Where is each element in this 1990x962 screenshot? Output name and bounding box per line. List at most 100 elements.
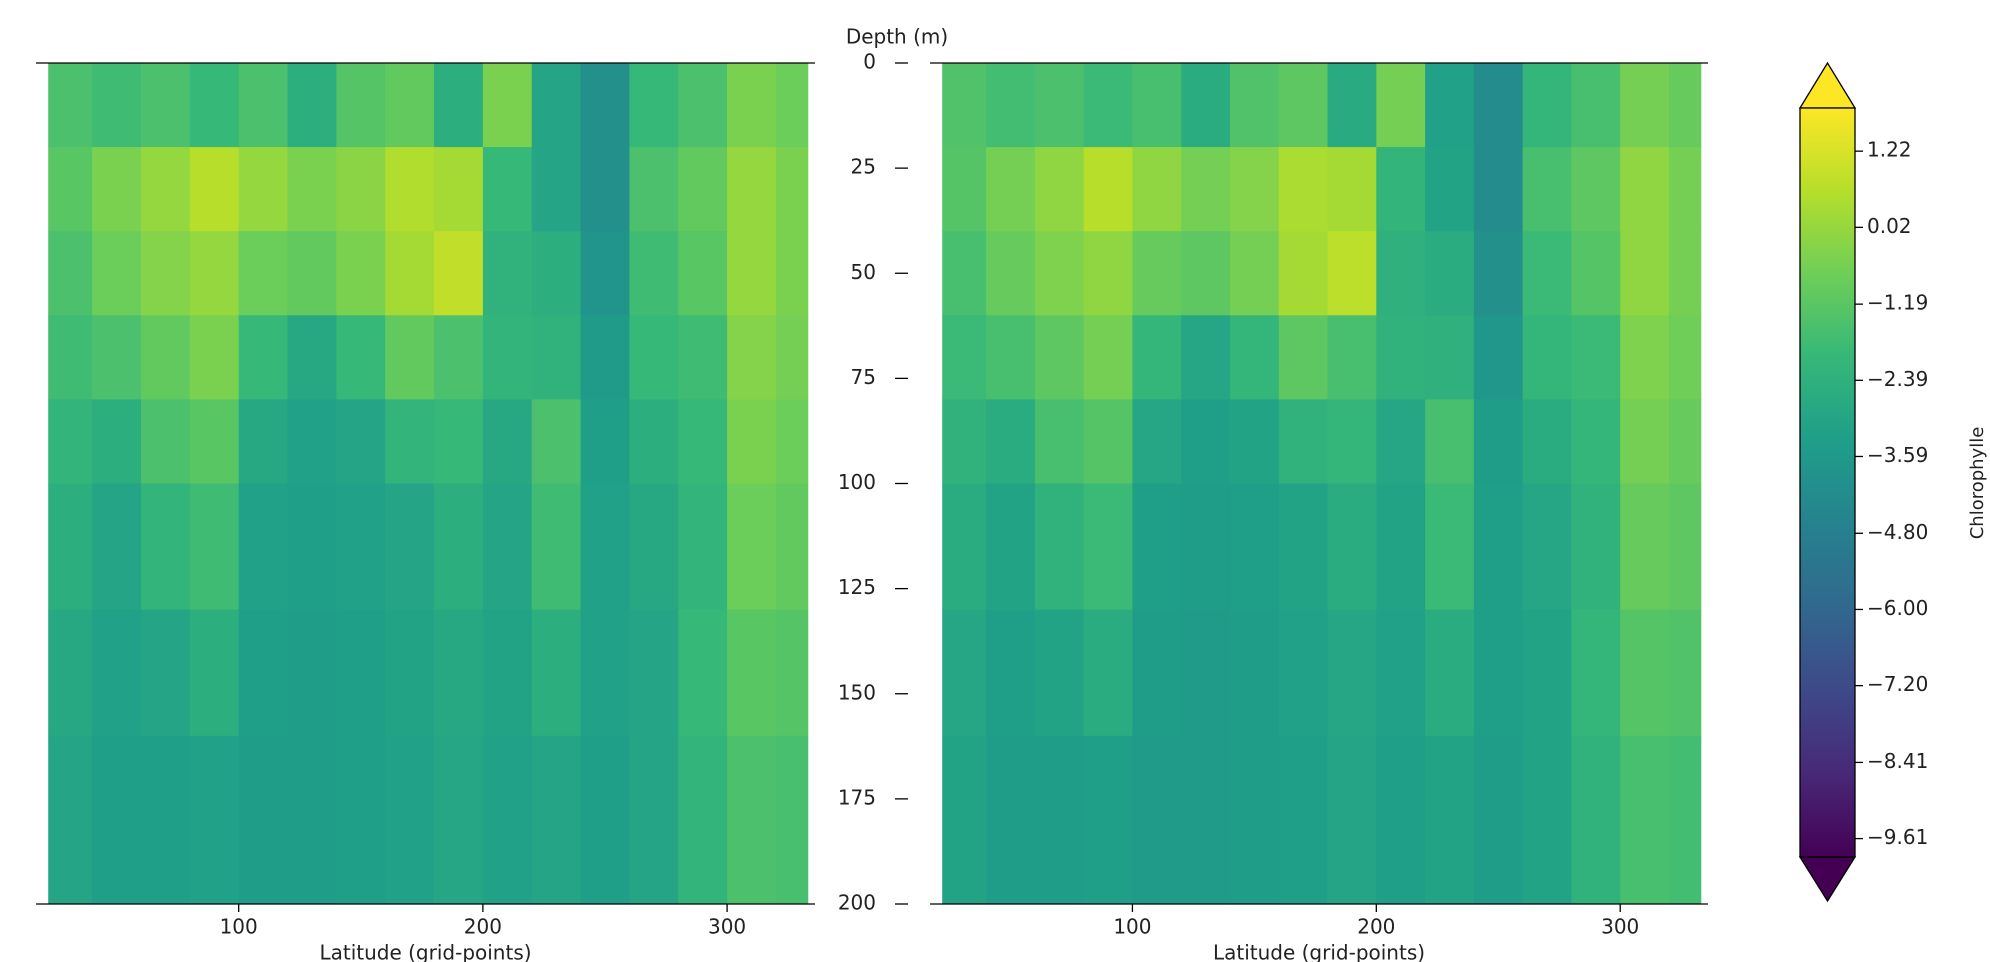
heatmap-cell <box>238 231 289 316</box>
heatmap-cell <box>942 735 987 904</box>
heatmap-cell <box>1620 483 1670 611</box>
heatmap-cell <box>678 609 728 737</box>
heatmap-cell <box>48 315 93 400</box>
heatmap-cell <box>1034 609 1085 737</box>
heatmap-cell <box>1376 399 1426 485</box>
heatmap-cell <box>1181 609 1231 737</box>
heatmap-cell <box>531 735 582 904</box>
heatmap-cell <box>1181 315 1231 400</box>
heatmap-cell <box>92 399 142 485</box>
heatmap-cell <box>629 399 679 485</box>
heatmap-cell <box>48 735 93 904</box>
heatmap-cell <box>986 63 1036 148</box>
heatmap-cell <box>531 231 582 316</box>
heatmap-cell <box>238 609 289 737</box>
heatmap-cell <box>580 483 631 611</box>
heatmap-cell <box>1425 231 1475 316</box>
heatmap-cell <box>1132 63 1182 148</box>
colorbar-tick-label: −8.41 <box>1867 749 1928 773</box>
heatmap-cell <box>986 609 1036 737</box>
heatmap-cell <box>385 735 435 904</box>
heatmap-cell <box>92 735 142 904</box>
y-tick-label: 50 <box>851 260 876 284</box>
heatmap-cell <box>434 147 484 232</box>
colorbar-extend-bottom <box>1798 856 1857 903</box>
heatmap-cell <box>1327 63 1377 148</box>
heatmap-cell <box>580 315 631 400</box>
colorbar-tick-label: 1.22 <box>1867 138 1912 162</box>
heatmap-cell <box>1668 63 1702 148</box>
heatmap-cell <box>1278 399 1329 485</box>
heatmap-cell <box>287 399 337 485</box>
heatmap-cell <box>1327 735 1377 904</box>
heatmap-cell <box>629 735 679 904</box>
heatmap-cell <box>1181 483 1231 611</box>
heatmap-cell <box>678 231 728 316</box>
heatmap-cell <box>1473 147 1524 232</box>
heatmap-cell <box>1668 147 1702 232</box>
colorbar-label: Chlorophylle <box>1967 427 1988 540</box>
heatmap-cell <box>92 609 142 737</box>
heatmap-cell <box>1327 147 1377 232</box>
heatmap-cell <box>141 63 191 148</box>
heatmap-cell <box>1083 483 1134 611</box>
x-tick-label: 300 <box>708 915 746 939</box>
heatmap-cell <box>48 609 93 737</box>
heatmap-cell <box>1229 315 1280 400</box>
heatmap-cell <box>1376 735 1426 904</box>
colorbar-tick-label: −2.39 <box>1867 367 1928 391</box>
heatmap-cell <box>1376 63 1426 148</box>
colorbar-tick-label: −4.80 <box>1867 520 1928 544</box>
heatmap-cell <box>48 147 93 232</box>
heatmap-cell <box>238 315 289 400</box>
heatmap-cell <box>141 609 191 737</box>
heatmap-cell <box>1620 315 1670 400</box>
heatmap-cell <box>678 63 728 148</box>
heatmap-cell <box>434 609 484 737</box>
colorbar-extend-top <box>1798 61 1857 109</box>
heatmap-cell <box>336 315 386 400</box>
heatmap-cell <box>1571 399 1621 485</box>
heatmap-cell <box>775 231 809 316</box>
heatmap-cell <box>482 315 533 400</box>
heatmap-cell <box>1620 231 1670 316</box>
heatmap-cell <box>1083 735 1134 904</box>
heatmap-cell <box>1473 735 1524 904</box>
heatmap-cell <box>189 231 240 316</box>
heatmap-cell <box>1668 399 1702 485</box>
heatmap-cell <box>1181 147 1231 232</box>
heatmap-cell <box>1522 147 1573 232</box>
heatmap-cell <box>1327 231 1377 316</box>
heatmap-cell <box>942 483 987 611</box>
heatmap-cell <box>1571 63 1621 148</box>
heatmap-cell <box>385 609 435 737</box>
heatmap-cell <box>141 483 191 611</box>
heatmap-cell <box>92 315 142 400</box>
heatmap-cell <box>1522 609 1573 737</box>
heatmap-cell <box>48 231 93 316</box>
heatmap-cell <box>238 483 289 611</box>
heatmap-cell <box>942 609 987 737</box>
heatmap-cell <box>1620 147 1670 232</box>
heatmap-cell <box>580 63 631 148</box>
heatmap-cell <box>727 735 777 904</box>
heatmap-cell <box>986 231 1036 316</box>
heatmap-cell <box>1620 399 1670 485</box>
heatmap-cell <box>678 147 728 232</box>
heatmap-cell <box>531 483 582 611</box>
colorbar <box>1799 107 1856 858</box>
heatmap-cell <box>1668 231 1702 316</box>
heatmap-cell <box>727 483 777 611</box>
x-tick-label: 100 <box>220 915 258 939</box>
colorbar-tick-label: −9.61 <box>1867 825 1928 849</box>
heatmap-cell <box>1327 483 1377 611</box>
heatmap-cell <box>580 147 631 232</box>
heatmap-cell <box>482 483 533 611</box>
heatmap-cell <box>189 399 240 485</box>
heatmap-cell <box>336 63 386 148</box>
heatmap-cell <box>942 63 987 148</box>
heatmap-cell <box>385 315 435 400</box>
heatmap-cell <box>1571 315 1621 400</box>
heatmap-cell <box>942 399 987 485</box>
heatmap-cell <box>1522 399 1573 485</box>
